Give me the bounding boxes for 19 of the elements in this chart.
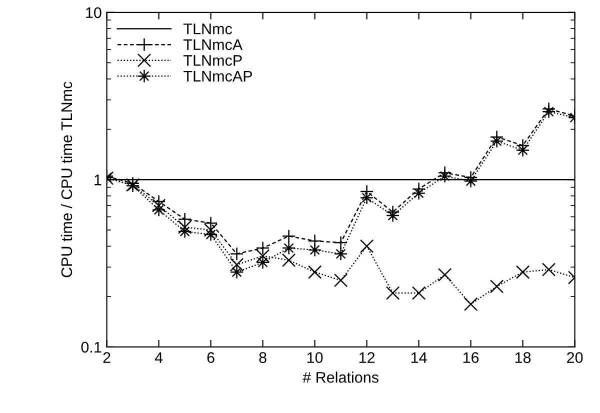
x-tick-label: 2 — [103, 352, 110, 363]
legend-label: TLNmcAP — [184, 70, 252, 82]
y-tick-label: 1 — [94, 174, 102, 186]
x-tick-label: 14 — [411, 352, 427, 363]
legend-label: TLNmcP — [184, 55, 242, 66]
x-tick-label: 6 — [207, 352, 214, 364]
legend-label: TLNmcA — [184, 39, 243, 50]
y-tick-label: 0.1 — [81, 342, 102, 353]
x-tick-label: 10 — [307, 352, 323, 364]
x-tick-label: 8 — [259, 352, 266, 364]
x-tick-label: 12 — [359, 352, 375, 363]
y-tick-label: 10 — [86, 7, 102, 18]
legend-label: TLNmc — [184, 24, 232, 34]
y-axis-title: CPU time / CPU time TLNmc — [60, 82, 72, 278]
x-axis-title: # Relations — [302, 372, 378, 383]
x-tick-label: 16 — [463, 352, 479, 364]
x-tick-label: 18 — [515, 352, 531, 364]
x-tick-label: 20 — [567, 352, 583, 364]
x-tick-label: 4 — [154, 352, 163, 363]
